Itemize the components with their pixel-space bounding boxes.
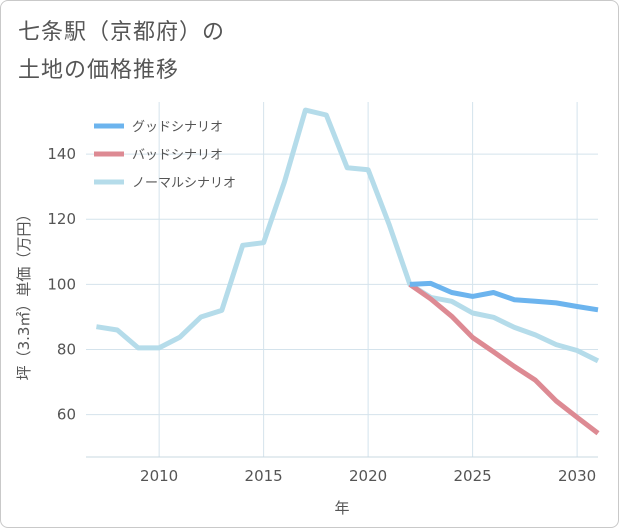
series-line-1 [408, 282, 600, 436]
y-tick-label-80: 80 [57, 341, 76, 359]
tick-labels: 2010 2015 2020 2025 2030 60 80 100 120 140 [47, 145, 596, 485]
x-tick-label-2025: 2025 [454, 467, 492, 485]
y-tick-label-100: 100 [47, 275, 76, 293]
y-axis-title: 坪（3.3㎡）単価（万円） [15, 207, 33, 381]
series-lines [96, 107, 600, 436]
x-tick-label-2020: 2020 [349, 467, 387, 485]
grid [86, 102, 598, 458]
y-tick-label-140: 140 [47, 145, 76, 163]
x-tick-label-2015: 2015 [245, 467, 283, 485]
series-line-0 [409, 280, 599, 313]
title-line-2: 土地の価格推移 [18, 58, 180, 83]
legend-label-0: グッドシナリオ [132, 120, 223, 135]
x-axis-title: 年 [334, 499, 349, 517]
legend-label-1: バッドシナリオ [132, 148, 223, 163]
legend-label-2: ノーマルシナリオ [132, 176, 236, 191]
x-tick-label-2030: 2030 [558, 467, 596, 485]
chart-title: 七条駅（京都府）の 土地の価格推移 [18, 14, 225, 90]
y-tick-label-60: 60 [57, 406, 76, 424]
title-line-1: 七条駅（京都府）の [18, 20, 226, 45]
y-tick-label-120: 120 [47, 210, 76, 228]
x-tick-label-2010: 2010 [140, 467, 178, 485]
series-line-2 [96, 107, 600, 364]
